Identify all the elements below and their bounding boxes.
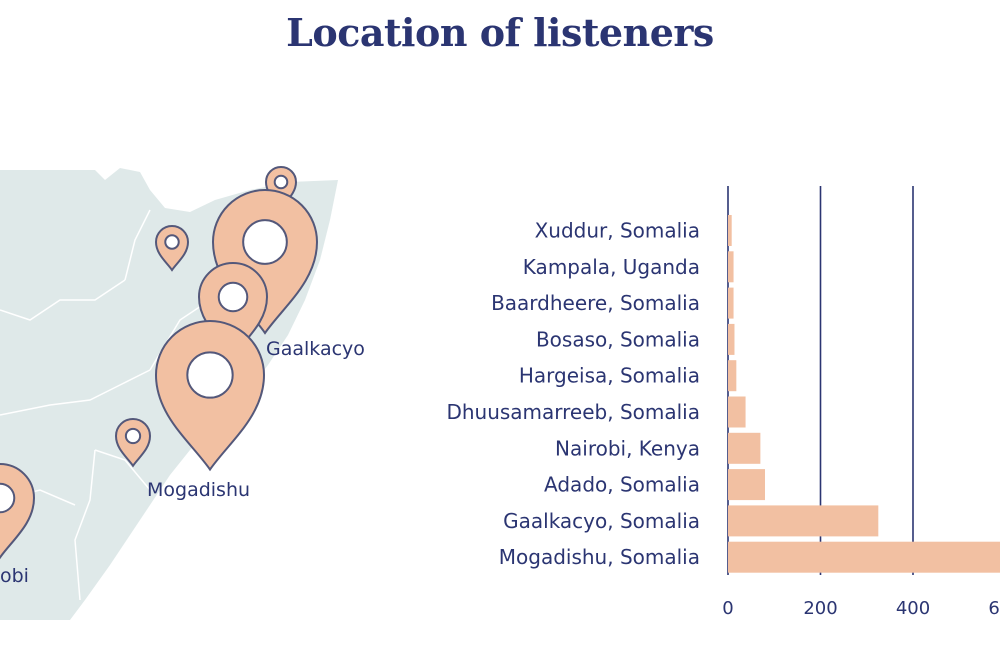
bar-chart: Xuddur, Somalia Kampala, Uganda Baardheere… — [446, 186, 1000, 619]
bar-9 — [728, 541, 1000, 573]
category-label-3: Bosaso, Somalia — [536, 327, 700, 351]
bar-5 — [728, 396, 746, 428]
map-pin-nairobi — [0, 463, 36, 560]
category-label-4: Hargeisa, Somalia — [519, 364, 700, 388]
category-label-7: Adado, Somalia — [544, 473, 700, 497]
pin-hole — [242, 219, 288, 265]
map-label-mogadishu: Mogadishu — [147, 479, 250, 501]
bar-0 — [728, 215, 732, 246]
bar-8 — [728, 505, 879, 537]
category-label-8: Gaalkacyo, Somalia — [503, 509, 700, 533]
border-line — [124, 209, 151, 281]
tick-label-3: 600 — [988, 598, 1000, 619]
map-label-gaalkacyo: Gaalkacyo — [266, 338, 365, 360]
map-label-nairobi: obi — [0, 565, 29, 587]
tick-label-2: 400 — [896, 598, 930, 619]
pin-hole — [164, 234, 180, 250]
bar-1 — [728, 251, 734, 283]
pin-hole — [273, 174, 289, 190]
category-label-5: Dhuusamarreeb, Somalia — [446, 400, 700, 424]
category-label-2: Baardheere, Somalia — [491, 291, 700, 315]
tick-label-1: 200 — [803, 598, 837, 619]
map-pin-mogadishu — [154, 320, 266, 472]
map-pin-baardheere — [114, 418, 152, 468]
map-pin-hargeisa-area-small — [154, 225, 190, 272]
bar-7 — [728, 469, 765, 501]
border-line — [74, 449, 96, 601]
listener-map: Gaalkacyo Mogadishu obi — [0, 166, 365, 620]
bar-6 — [728, 432, 761, 464]
chart-title: Location of listeners — [286, 10, 714, 55]
bar-3 — [728, 323, 735, 355]
tick-labels: 0 200 400 600 — [722, 598, 1000, 619]
pins-layer — [0, 166, 319, 560]
category-label-0: Xuddur, Somalia — [535, 219, 700, 243]
pin-hole — [0, 482, 16, 514]
pin-hole — [186, 351, 234, 399]
category-label-1: Kampala, Uganda — [523, 255, 700, 279]
chart-bars — [728, 215, 1000, 573]
border-line — [0, 279, 126, 321]
bar-2 — [728, 287, 734, 319]
category-label-6: Nairobi, Kenya — [555, 436, 700, 460]
tick-label-0: 0 — [722, 598, 733, 619]
border-line — [0, 369, 151, 416]
pin-hole — [124, 427, 142, 445]
bar-4 — [728, 360, 737, 392]
pin-hole — [217, 281, 249, 313]
category-label-9: Mogadishu, Somalia — [499, 545, 700, 569]
category-labels: Xuddur, Somalia Kampala, Uganda Baardheere… — [446, 219, 700, 570]
border-line — [94, 449, 151, 491]
